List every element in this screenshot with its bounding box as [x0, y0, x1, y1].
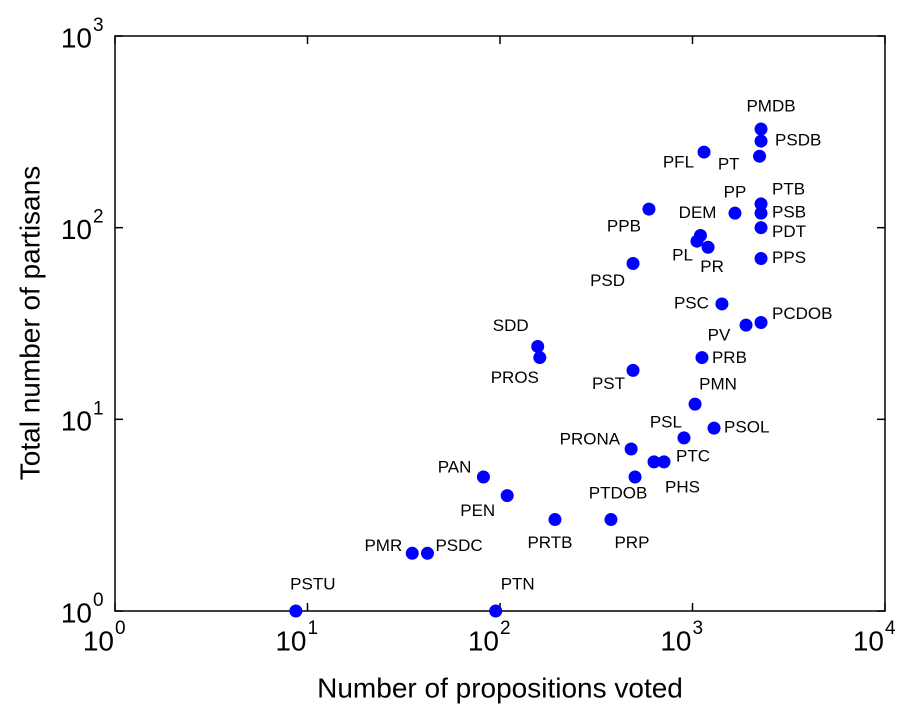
point-label: PRP [614, 533, 649, 552]
y-tick-exponent: 0 [93, 590, 104, 611]
point-label: PMDB [746, 97, 795, 116]
point [728, 206, 742, 220]
point [626, 363, 640, 377]
point-label: PRTB [527, 533, 572, 552]
point [647, 455, 661, 469]
y-tick-label: 10 [61, 22, 92, 53]
point [754, 122, 768, 136]
point [626, 257, 640, 271]
x-tick-exponent: 1 [308, 618, 319, 639]
point [701, 240, 715, 254]
point-label: PRONA [560, 430, 621, 449]
point-label: PPS [772, 248, 806, 267]
point-label: PV [708, 326, 731, 345]
point [420, 546, 434, 560]
x-tick-label: 10 [275, 625, 306, 656]
x-tick-label: 10 [83, 625, 114, 656]
point [476, 470, 490, 484]
point-label: PEN [460, 501, 495, 520]
y-tick-exponent: 2 [93, 207, 104, 228]
point-label: PRB [712, 348, 747, 367]
point-label: SDD [493, 316, 529, 335]
point [489, 604, 503, 618]
point [754, 206, 768, 220]
point-label: PSDC [435, 536, 482, 555]
x-tick-label: 10 [660, 625, 691, 656]
point-label: PT [718, 155, 740, 174]
point [533, 351, 547, 365]
point [715, 297, 729, 311]
point-label: PMN [699, 375, 737, 394]
x-tick-label: 10 [853, 625, 884, 656]
point [628, 470, 642, 484]
point-label: PFL [663, 153, 694, 172]
y-tick-label: 10 [61, 597, 92, 628]
point-label: PAN [438, 458, 472, 477]
x-tick-exponent: 0 [115, 618, 126, 639]
point-label: PTN [501, 574, 535, 593]
point-label: PTDOB [589, 484, 648, 503]
point-label: PSC [674, 293, 709, 312]
point-label: PDT [772, 222, 806, 241]
point-label: PSB [772, 203, 806, 222]
y-tick-exponent: 3 [93, 15, 104, 36]
point-label: DEM [679, 203, 717, 222]
x-axis-label: Number of propositions voted [317, 672, 683, 703]
point [289, 604, 303, 618]
point [695, 351, 709, 365]
point-label: PSDB [775, 131, 821, 150]
point-label: PST [592, 374, 625, 393]
point [754, 221, 768, 235]
point [604, 513, 618, 527]
point-label: PTB [772, 179, 805, 198]
point-label: PSD [590, 271, 625, 290]
point [657, 455, 671, 469]
point [624, 442, 638, 456]
point-label: PL [672, 246, 693, 265]
point [754, 134, 768, 148]
y-tick-label: 10 [61, 214, 92, 245]
point-label: PMR [364, 536, 402, 555]
point [677, 431, 691, 445]
point-label: PP [724, 183, 747, 202]
point-label: PSTU [290, 574, 335, 593]
point [707, 421, 721, 435]
point [642, 202, 656, 216]
point-label: PPB [607, 217, 641, 236]
point [754, 197, 768, 211]
y-axis-label: Total number of partisans [14, 166, 45, 480]
point [405, 546, 419, 560]
point [500, 489, 514, 503]
point [754, 316, 768, 330]
point [753, 149, 767, 163]
point [697, 145, 711, 159]
x-tick-label: 10 [468, 625, 499, 656]
point [693, 229, 707, 243]
point [739, 318, 753, 332]
x-tick-exponent: 4 [885, 618, 896, 639]
x-tick-exponent: 3 [693, 618, 704, 639]
point [688, 397, 702, 411]
point-label: PSL [650, 412, 682, 431]
y-tick-label: 10 [61, 406, 92, 437]
y-tick-exponent: 1 [93, 398, 104, 419]
point-label: PHS [665, 477, 700, 496]
point-label: PROS [491, 368, 539, 387]
point [548, 513, 562, 527]
point-label: PTC [676, 446, 710, 465]
point [531, 339, 545, 353]
point-label: PSOL [724, 418, 769, 437]
point [754, 252, 768, 266]
point-label: PR [700, 257, 724, 276]
x-tick-exponent: 2 [500, 618, 511, 639]
point-label: PCDOB [772, 304, 832, 323]
